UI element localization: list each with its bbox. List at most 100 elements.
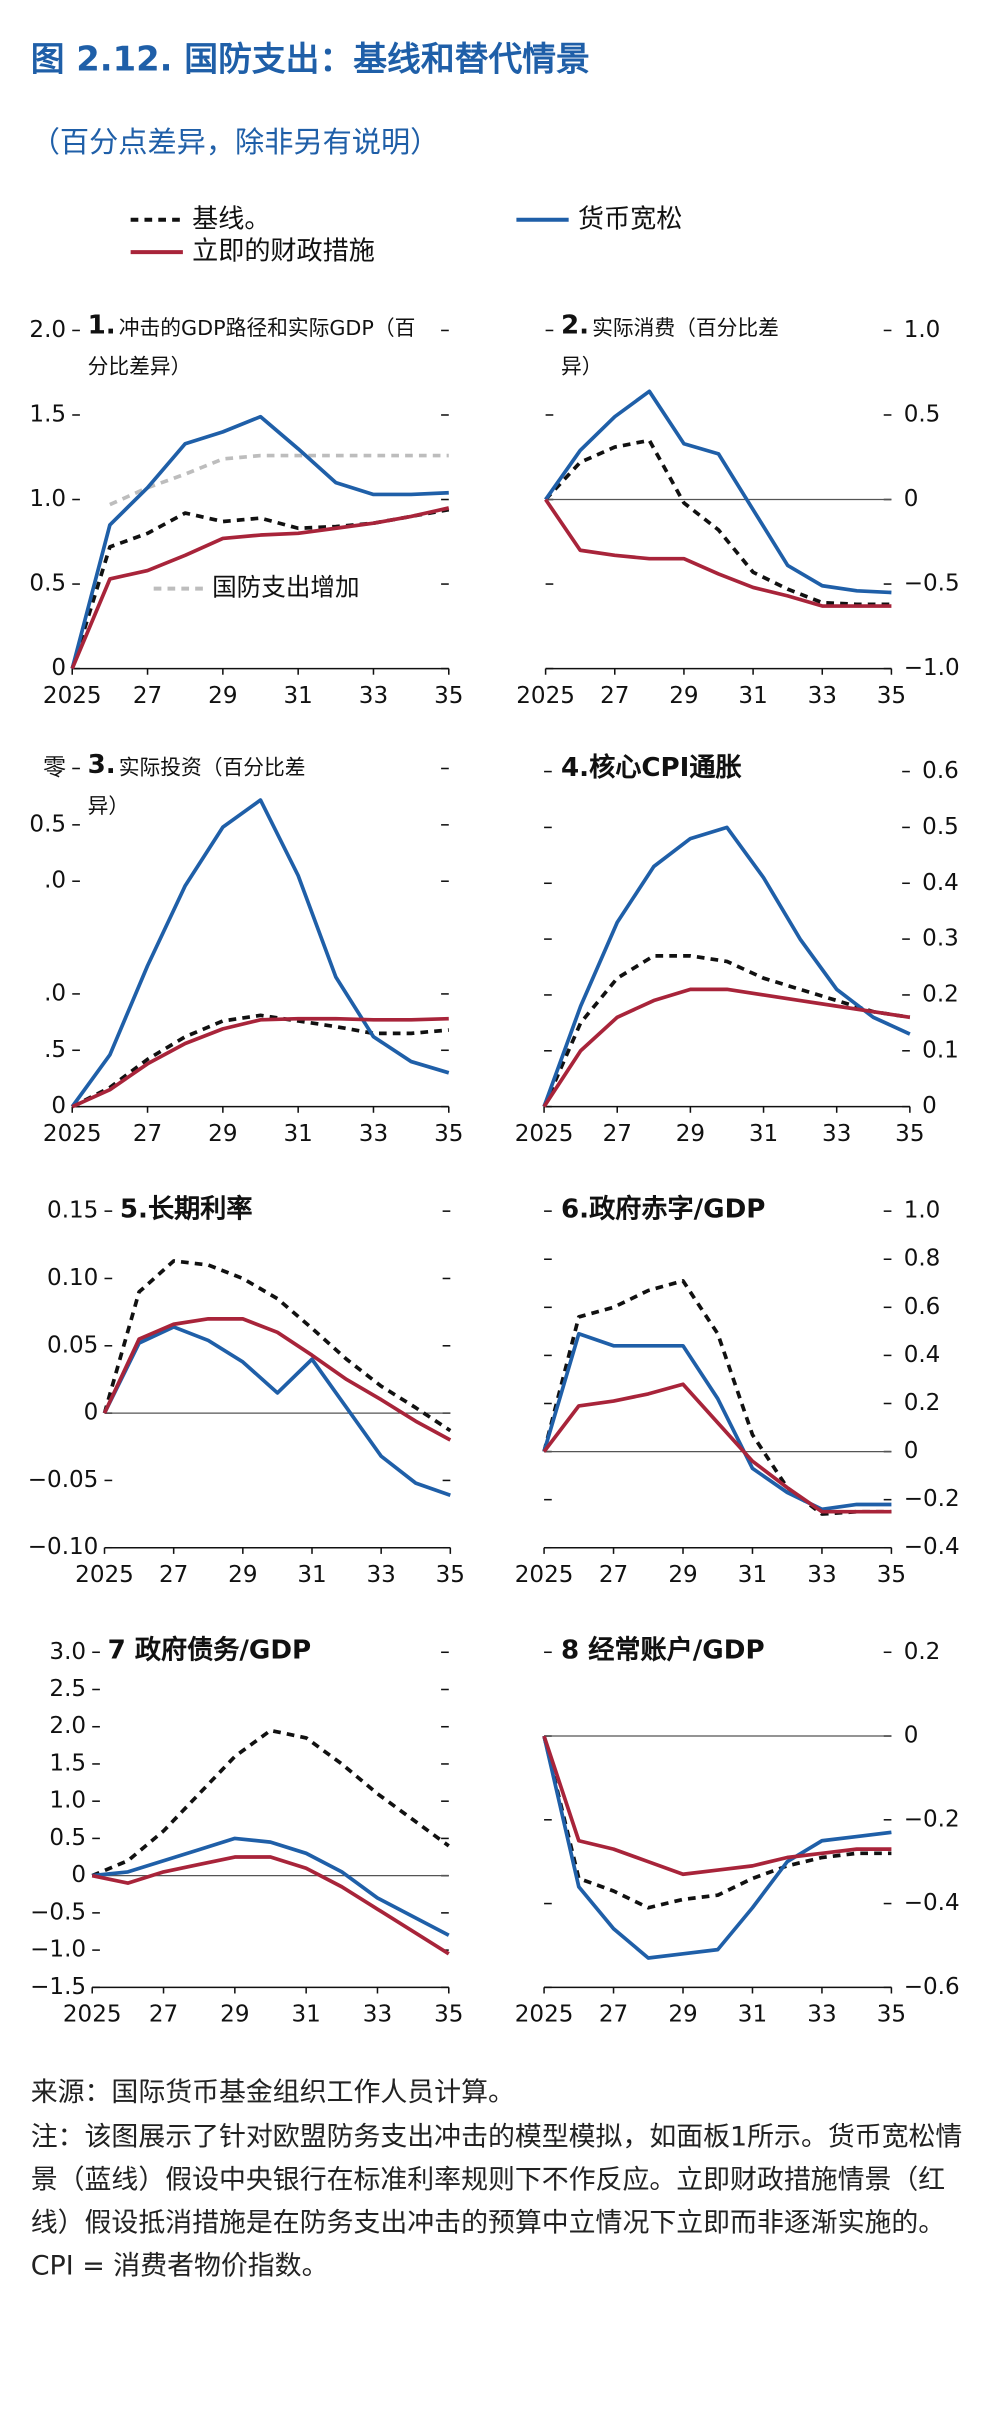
series-line: [542, 825, 911, 1108]
y-tick-label: 0.1: [922, 1037, 959, 1063]
y-tick-label: −0.10: [28, 1534, 99, 1560]
x-tick-label: 33: [822, 1121, 851, 1147]
panel-title-text: 8 经常账户/GDP: [560, 1635, 765, 1667]
series-line: [71, 1013, 449, 1109]
y-tick-label: 0: [51, 655, 66, 681]
x-tick-label: 35: [434, 2001, 463, 2027]
x-tick-label: 33: [363, 2001, 392, 2027]
y-tick-label: .5: [44, 1037, 66, 1063]
x-tick-label: 33: [808, 683, 837, 709]
x-tick-label: 35: [895, 1121, 924, 1147]
x-tick-label: 29: [668, 2001, 697, 2027]
x-tick-label: 31: [283, 1121, 312, 1147]
y-tick-label: −0.6: [904, 1974, 960, 2000]
y-tick-label: 0: [51, 1093, 66, 1119]
panel-title-box: 4.核心CPI通胀: [561, 753, 742, 784]
series-line: [544, 438, 892, 607]
x-tick-label: 33: [807, 1562, 836, 1588]
series-line: [91, 1855, 450, 1956]
y-tick-label: 1.5: [49, 1750, 86, 1776]
x-tick-label: 33: [359, 683, 388, 709]
panel-title-box: 7 政府债务/GDP: [107, 1635, 312, 1667]
y-tick-label: −0.05: [28, 1467, 99, 1493]
y-tick-label: −1.5: [30, 1974, 86, 2000]
y-tick-label: 0.5: [49, 1825, 86, 1851]
series-line: [92, 1836, 450, 1937]
panel-title-box: 5.长期利率: [119, 1194, 253, 1225]
y-tick-label: −0.5: [904, 571, 960, 597]
y-tick-label: 0.8: [904, 1246, 941, 1272]
series-line: [102, 1325, 451, 1497]
panel-title-text: 冲击的GDP路径和实际GDP（百分比差异）: [87, 316, 416, 380]
x-tick-label: 35: [877, 1562, 906, 1588]
panel-title-box: 6.政府赤字/GDP: [561, 1191, 899, 1228]
y-tick-label: 0.4: [922, 870, 959, 896]
panel-title: 6.政府赤字/GDP: [561, 1191, 899, 1228]
y-tick-label: −0.2: [904, 1486, 960, 1512]
series-line: [102, 1259, 452, 1433]
x-tick-label: 31: [283, 683, 312, 709]
y-tick-label: −0.4: [904, 1534, 960, 1560]
y-tick-label: 0.2: [904, 1390, 941, 1416]
panel-title-text: 5.长期利率: [119, 1194, 253, 1225]
y-tick-label: −1.0: [30, 1937, 86, 1963]
y-tick-label: 2.0: [49, 1713, 86, 1739]
inline-legend-label: 国防支出增加: [212, 573, 359, 602]
x-tick-label: 2025: [515, 2001, 574, 2027]
x-tick-label: 2025: [516, 683, 575, 709]
y-tick-label: 0.5: [904, 401, 941, 427]
series-line: [102, 1317, 452, 1442]
y-tick-label: .0: [44, 868, 66, 894]
panel-title-box: 8 经常账户/GDP: [560, 1635, 765, 1667]
x-tick-label: 35: [434, 683, 463, 709]
note: 注：该图展示了针对欧盟防务支出冲击的模型模拟，如面板1所示。货币宽松情景（蓝线）…: [30, 2122, 963, 2283]
figure-subtitle: （百分点差异，除非另有说明）: [31, 125, 440, 159]
y-tick-label: 2.0: [29, 317, 66, 343]
y-tick-label: 1.0: [49, 1788, 86, 1814]
y-tick-label: 0.2: [904, 1639, 941, 1665]
panel-title-text: 7 政府债务/GDP: [107, 1635, 312, 1667]
x-tick-label: 29: [676, 1121, 705, 1147]
panel-number: 3.: [87, 750, 116, 781]
x-tick-label: 33: [359, 1121, 388, 1147]
y-tick-label: 0.6: [904, 1294, 941, 1320]
x-tick-label: 29: [669, 683, 698, 709]
y-tick-label: −0.2: [904, 1806, 960, 1832]
x-tick-label: 27: [599, 2001, 628, 2027]
legend-label: 基线。: [192, 204, 270, 234]
note-box: 注：该图展示了针对欧盟防务支出冲击的模型模拟，如面板1所示。货币宽松情景（蓝线）…: [30, 2122, 963, 2283]
series-line: [109, 453, 449, 507]
panel-title-text: 实际投资（百分比差异）: [87, 756, 306, 820]
y-tick-label: 1.0: [29, 486, 66, 512]
x-tick-label: 27: [600, 683, 629, 709]
panel-title-box: 3. 实际投资（百分比差异）: [87, 750, 306, 820]
series-line: [70, 506, 450, 670]
x-tick-label: 35: [877, 2001, 906, 2027]
y-tick-label: 3.0: [49, 1639, 86, 1665]
series-line: [544, 389, 892, 595]
x-tick-label: 33: [807, 2001, 836, 2027]
series-line: [70, 507, 450, 670]
series-line: [70, 798, 450, 1108]
y-tick-label: 0: [904, 1438, 919, 1464]
x-tick-label: 2025: [515, 1121, 574, 1147]
x-tick-label: 2025: [43, 1121, 102, 1147]
x-tick-label: 27: [599, 1562, 628, 1588]
series-line: [542, 1382, 892, 1514]
x-tick-label: 27: [149, 2001, 178, 2027]
series-line: [91, 1728, 450, 1878]
x-tick-label: 31: [738, 683, 767, 709]
y-tick-label: 零: [43, 755, 66, 781]
legend-label: 货币宽松: [578, 204, 682, 234]
series-line: [544, 498, 892, 608]
y-tick-label: 0.6: [922, 758, 959, 784]
x-tick-label: 29: [228, 1562, 257, 1588]
y-tick-label: 0.4: [904, 1342, 941, 1368]
y-tick-label: 0.5: [922, 814, 959, 840]
series-line: [542, 1735, 892, 1877]
x-tick-label: 29: [668, 1562, 697, 1588]
y-tick-label: .0: [44, 980, 66, 1006]
x-tick-label: 29: [208, 1121, 237, 1147]
y-tick-label: −0.5: [30, 1899, 86, 1925]
y-tick-label: −1.0: [904, 655, 960, 681]
